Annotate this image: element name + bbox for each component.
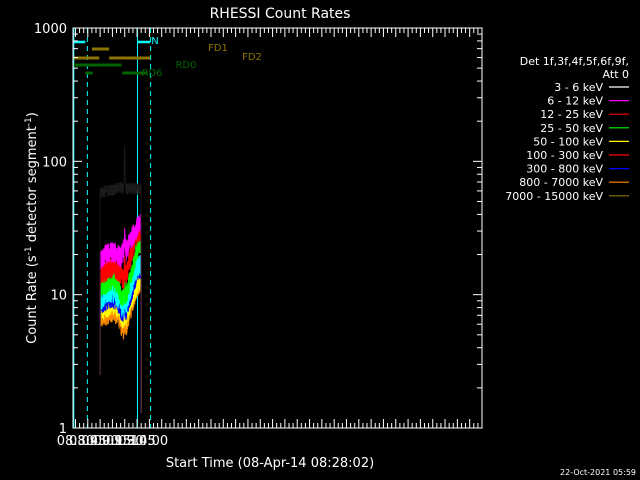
footer-date: 22-Oct-2021 05:59 (560, 468, 636, 477)
series-line (99, 214, 142, 413)
legend-entry-label: 3 - 6 keV (554, 81, 603, 94)
flag-bar-label: RD0 (175, 60, 196, 71)
y-tick-label: 10 (50, 289, 67, 304)
y-axis-label-part: ) (25, 112, 40, 117)
y-axis-label-part: detector segment (25, 126, 40, 246)
x-tick-label: 09:15 (94, 434, 131, 449)
x-tick-label: 08:45 (69, 434, 106, 449)
legend-entry-label: 800 - 7000 keV (519, 176, 603, 189)
x-axis-label: Start Time (08-Apr-14 08:28:02) (166, 456, 374, 471)
x-tick-label: 08:30 (57, 434, 94, 449)
x-tick-label: 09:00 (81, 434, 118, 449)
legend-entry-label: 25 - 50 keV (540, 122, 603, 135)
series-line (99, 145, 142, 413)
flag-bar-label: FD1 (208, 43, 228, 54)
y-axis-label-superscript: -1 (24, 117, 34, 126)
y-axis-label-superscript: -1 (24, 246, 34, 255)
y-axis-label: Count Rate (s-1 detector segment-1) (24, 112, 40, 344)
legend-entry-label: 50 - 100 keV (533, 135, 603, 148)
flag-bar-label: RD6 (141, 68, 162, 79)
x-tick-label: 10:00 (131, 434, 168, 449)
legend-entry-label: 100 - 300 keV (526, 149, 603, 162)
y-axis-label-part: Count Rate (s (25, 255, 40, 344)
legend-entry-label: 7000 - 15000 keV (505, 190, 603, 203)
y-tick-label: 1 (59, 422, 67, 437)
series-group (99, 145, 142, 413)
y-tick-label: 1000 (34, 22, 67, 37)
legend-entry-label: 6 - 12 keV (547, 95, 603, 108)
flag-bar-label: N (151, 36, 158, 47)
legend-entry-label: 12 - 25 keV (540, 108, 603, 121)
y-tick-label: 100 (42, 155, 67, 170)
axes: 1 10 100 1000 08:3008:4509:0009:1509:3009:45… (34, 22, 483, 449)
legend-entry-label: 300 - 800 keV (526, 163, 603, 176)
x-tick-label: 09:45 (118, 434, 155, 449)
flag-bars: N FD1 FD2 RD0 RD6 (73, 36, 262, 79)
flag-bar-label: FD2 (242, 52, 262, 63)
x-tick-label: 09:30 (106, 434, 143, 449)
plot-frame (72, 27, 483, 429)
chart-title: RHESSI Count Rates (210, 6, 351, 22)
legend-header: Det 1f,3f,4f,5f,6f,9f, (520, 55, 629, 68)
legend-header: Att 0 (603, 68, 629, 81)
